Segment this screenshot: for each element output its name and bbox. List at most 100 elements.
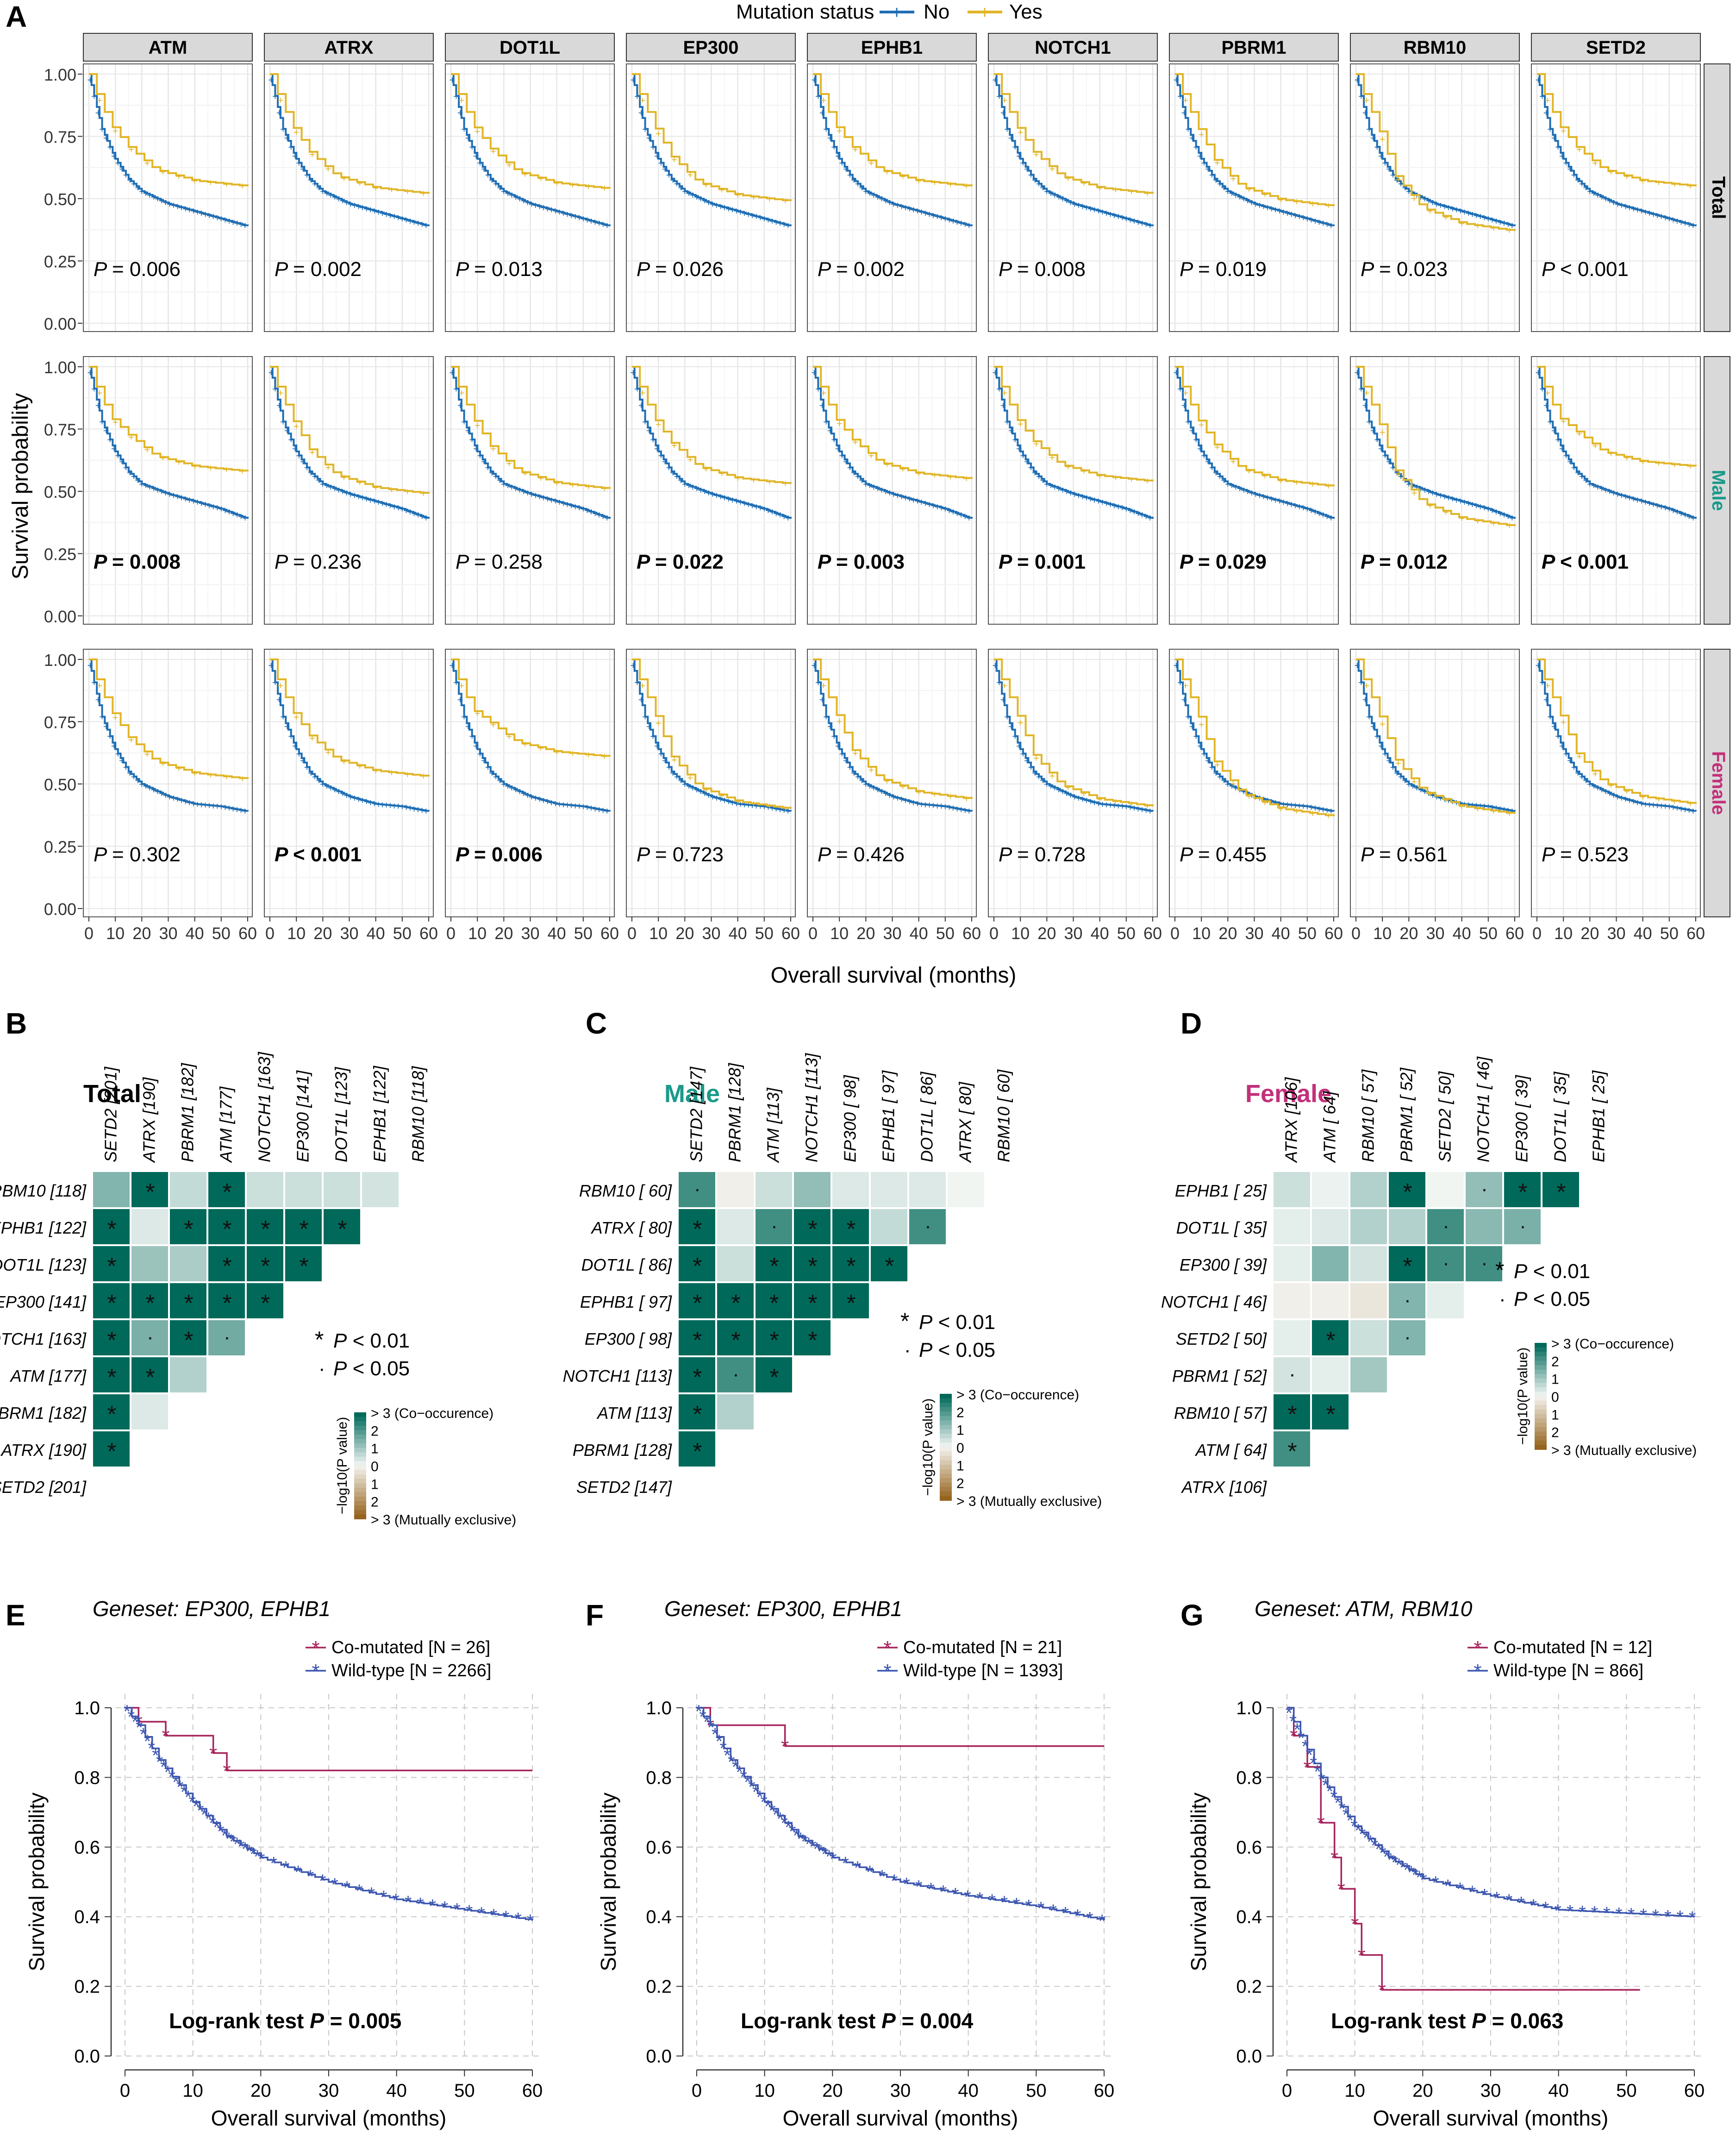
heatmap-cell — [169, 1171, 207, 1208]
censor-no: + — [1131, 802, 1137, 814]
heatmap-cell — [1311, 1319, 1349, 1356]
censor-co-mutated: * — [1358, 1944, 1366, 1967]
censor-no: + — [1382, 450, 1388, 462]
censor-yes: + — [1506, 225, 1512, 236]
col-label: EP300 [141] — [293, 1070, 312, 1162]
x-tick-label: 60 — [1094, 2081, 1115, 2101]
curve-no — [270, 73, 430, 226]
censor-no: + — [343, 790, 350, 801]
censor-no: + — [1650, 499, 1656, 510]
censor-no: + — [162, 790, 169, 801]
col-label: ATM [177] — [217, 1086, 236, 1163]
censor-no: + — [1257, 200, 1263, 211]
scale-step — [354, 1443, 366, 1448]
strip-label-atrx: ATRX — [325, 38, 374, 58]
censor-no: + — [1316, 803, 1322, 815]
censor-no: + — [1623, 201, 1629, 212]
scale-step — [940, 1482, 952, 1488]
curve-no — [994, 658, 1154, 812]
curve-no — [89, 73, 249, 226]
censor-yes: + — [1576, 428, 1582, 439]
censor-no: + — [489, 175, 495, 186]
censor-no: + — [1686, 511, 1692, 522]
censor-no: + — [234, 509, 240, 521]
censor-no: + — [966, 512, 972, 524]
heatmap-cell — [1465, 1208, 1503, 1245]
x-tick-label: 10 — [1344, 2081, 1365, 2101]
censor-no: + — [1501, 509, 1507, 521]
legend-star-text: P < 0.01 — [333, 1329, 410, 1352]
censor-no: + — [1457, 798, 1463, 809]
legend-star-text: P < 0.01 — [1514, 1260, 1590, 1283]
curve-yes — [89, 366, 249, 472]
censor-yes: + — [767, 476, 773, 488]
col-label: PBRM1 [182] — [178, 1063, 197, 1162]
censor-yes: + — [820, 94, 826, 106]
censor-no: + — [521, 788, 527, 799]
censor-no: + — [1674, 215, 1680, 227]
censor-no: + — [642, 416, 648, 427]
censor-no: + — [588, 215, 594, 227]
heatmap-cell — [284, 1171, 323, 1208]
censor-no: + — [155, 193, 161, 205]
censor-yes: + — [1427, 788, 1433, 800]
censor-yes: + — [671, 439, 677, 451]
censor-no: + — [280, 711, 286, 723]
censor-no: + — [662, 755, 668, 766]
censor-no: + — [914, 495, 920, 507]
curve-no — [1537, 658, 1697, 812]
censor-no: + — [1268, 493, 1274, 505]
censor-no: + — [690, 189, 696, 201]
censor-no: + — [942, 801, 948, 812]
heatmap-cell — [1273, 1430, 1311, 1467]
censor-no: + — [584, 505, 590, 516]
censor-no: + — [155, 786, 161, 797]
censor-no: + — [1020, 450, 1026, 462]
significance-mark: * — [885, 1253, 894, 1280]
censor-no: + — [1497, 216, 1503, 228]
censor-no: + — [119, 755, 125, 766]
censor-yes: + — [1624, 170, 1630, 182]
legend-dot: · — [1499, 1288, 1506, 1310]
col-label: ATRX [ 80] — [956, 1082, 975, 1163]
censor-no: + — [918, 799, 924, 810]
strip-label-pbrm1: PBRM1 — [1221, 38, 1286, 58]
censor-no: + — [544, 203, 550, 214]
censor-no: + — [1316, 216, 1322, 228]
censor-wild-type: * — [176, 1777, 184, 1798]
scale-step — [940, 1447, 952, 1452]
censor-yes: + — [1561, 125, 1567, 137]
censor-no: + — [541, 492, 547, 503]
censor-yes: + — [1687, 797, 1693, 809]
censor-no: + — [1016, 740, 1022, 752]
censor-yes: + — [1363, 387, 1369, 399]
censor-wild-type: * — [343, 1878, 351, 1898]
y-tick-label: 0.4 — [646, 1907, 672, 1927]
censor-no: + — [1040, 475, 1046, 486]
x-tick-label: 10 — [106, 924, 125, 943]
heatmap-cell — [92, 1171, 131, 1208]
significance-mark: * — [693, 1327, 702, 1354]
censor-no: + — [513, 483, 519, 495]
censor-yes: + — [639, 680, 645, 691]
censor-wild-type: * — [1505, 1891, 1513, 1911]
censor-yes: + — [687, 169, 693, 181]
censor-yes: + — [1129, 798, 1135, 809]
censor-no: + — [1217, 771, 1223, 783]
censor-no: + — [757, 502, 763, 514]
curve-yes — [1356, 658, 1516, 814]
censor-no: + — [950, 506, 956, 518]
censor-wild-type: * — [773, 1805, 780, 1825]
censor-no: + — [501, 478, 507, 490]
censor-no: + — [1324, 511, 1330, 522]
censor-no: + — [242, 220, 248, 232]
censor-no: + — [505, 188, 511, 199]
censor-yes: + — [405, 486, 411, 497]
censor-no: + — [332, 784, 338, 796]
censor-no: + — [714, 792, 720, 804]
curve-no — [632, 73, 792, 226]
censor-no: + — [1402, 775, 1408, 786]
censor-no: + — [1599, 191, 1605, 203]
